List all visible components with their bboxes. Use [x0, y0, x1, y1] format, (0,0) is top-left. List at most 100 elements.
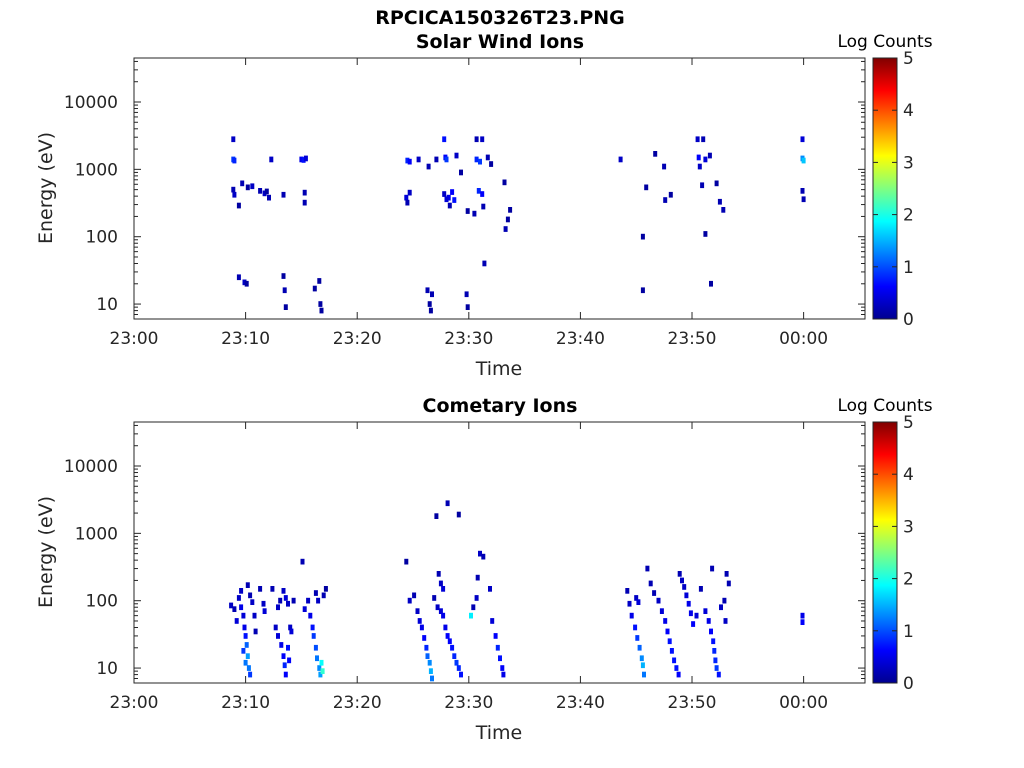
heatmap-cell: [640, 233, 645, 240]
heatmap-cell: [488, 586, 492, 592]
heatmap-cell: [698, 586, 703, 592]
heatmap-cell: [452, 653, 457, 659]
heatmap-cell: [291, 597, 296, 604]
heatmap-cell: [407, 189, 412, 196]
heatmap-cell: [242, 279, 247, 286]
heatmap-cell: [427, 659, 432, 666]
heatmap-cell: [416, 156, 421, 163]
heatmap-cell: [310, 624, 315, 631]
heatmap-cell: [245, 184, 250, 191]
x-tick-label: 23:40: [556, 693, 605, 713]
heatmap-cell: [407, 158, 412, 165]
heatmap-cell: [444, 156, 449, 163]
heatmap-cell: [279, 642, 284, 648]
heatmap-cell: [663, 197, 668, 203]
heatmap-cell: [710, 565, 715, 572]
heatmap-cell: [800, 136, 805, 143]
heatmap-cell: [246, 665, 251, 671]
heatmap-cell: [709, 280, 713, 287]
heatmap-cell: [688, 610, 693, 617]
heatmap-cell: [450, 189, 455, 195]
heatmap-cell: [318, 671, 323, 678]
heatmap-cell: [724, 571, 729, 577]
heatmap-cell: [278, 597, 283, 604]
heatmap-cell: [232, 191, 237, 198]
panel-cometary: Cometary Ions 23:00 23:10 23:20 23:30 23:40 2…: [35, 395, 933, 744]
heatmap-cell: [313, 644, 318, 651]
heatmap-cell: [281, 653, 286, 659]
y-tick-label: 100: [86, 228, 118, 248]
heatmap-cell: [301, 157, 306, 163]
heatmap-cell: [234, 618, 239, 624]
colorbar-tick-label: 4: [903, 465, 914, 485]
heatmap-cell: [412, 592, 417, 599]
heatmap-cell: [703, 156, 708, 163]
heatmap-cell: [300, 558, 305, 565]
heatmap-cell: [321, 592, 326, 599]
heatmap-cell: [447, 638, 452, 645]
heatmap-cell: [637, 644, 642, 651]
colorbar-label: Log Counts: [837, 396, 932, 416]
heatmap-cell: [478, 550, 482, 557]
heatmap-cell: [232, 157, 237, 164]
heatmap-cell: [267, 194, 271, 201]
heatmap-cell: [282, 287, 287, 294]
heatmap-cell: [407, 597, 412, 604]
colorbar-tick-label: 0: [903, 310, 914, 330]
heatmap-cell: [428, 307, 433, 314]
heatmap-cell: [627, 600, 632, 607]
heatmap-cell: [712, 648, 717, 654]
heatmap-cell: [316, 597, 321, 604]
heatmap-cell: [495, 644, 500, 651]
heatmap-cell: [686, 600, 691, 607]
heatmap-cell: [719, 604, 723, 611]
heatmap-cell: [703, 231, 708, 237]
heatmap-cell: [281, 273, 286, 279]
heatmap-cell: [426, 163, 431, 170]
plot-frame: [133, 421, 866, 684]
heatmap-cell: [713, 657, 718, 664]
heatmap-cell: [404, 194, 409, 201]
heatmap-cell: [663, 618, 668, 624]
colorbar-tick-label: 4: [903, 101, 914, 121]
y-tick-label: 10000: [64, 457, 118, 477]
heatmap-cell: [503, 226, 508, 232]
heatmap-cell: [465, 208, 470, 214]
x-tick-label: 23:20: [333, 329, 382, 349]
heatmap-cell: [443, 624, 448, 631]
heatmap-cell: [241, 612, 246, 619]
heatmap-cell: [640, 287, 645, 294]
y-tick-label: 1000: [75, 160, 118, 180]
heatmap-cell: [441, 586, 446, 592]
heatmap-cell: [312, 285, 317, 292]
colorbar-ticks: 0 1 2 3 4 5: [873, 49, 914, 330]
heatmap-cell: [723, 618, 728, 624]
heatmap-cell: [711, 638, 716, 645]
heatmap-cell: [286, 600, 290, 607]
heatmap-cell: [452, 197, 457, 203]
heatmap-cell: [633, 624, 638, 631]
heatmap-cell: [432, 595, 437, 601]
heatmap-cell: [281, 588, 286, 594]
axis-ticks: 23:00 23:10 23:20 23:30 23:40 23:50 00:00 10 100…: [64, 58, 865, 349]
heatmap-cell: [264, 188, 269, 195]
heatmap-cell: [691, 621, 696, 627]
heatmap-cell: [707, 152, 712, 159]
colorbar-ticks: 0 1 2 3 4 5: [873, 413, 914, 694]
heatmap-cell: [244, 642, 249, 648]
heatmap-cell: [502, 179, 507, 186]
heatmap-cell: [475, 574, 480, 581]
heatmap-cell: [283, 671, 288, 678]
heatmap-cell: [800, 188, 805, 194]
heatmap-cell: [490, 618, 495, 624]
panel-solar-wind: Solar Wind Ions 23:00 23:10 23:20 23:30 23:4…: [35, 31, 933, 380]
colorbar-tick-label: 2: [903, 570, 914, 590]
heatmap-cell: [625, 588, 630, 594]
heatmap-cell: [245, 582, 250, 588]
heatmap-cell: [680, 577, 684, 584]
heatmap-cell: [424, 644, 429, 651]
heatmap-cell: [677, 571, 682, 577]
heatmap-cell: [801, 157, 806, 164]
heatmap-cells: [231, 136, 806, 314]
heatmap-cell: [469, 612, 473, 619]
